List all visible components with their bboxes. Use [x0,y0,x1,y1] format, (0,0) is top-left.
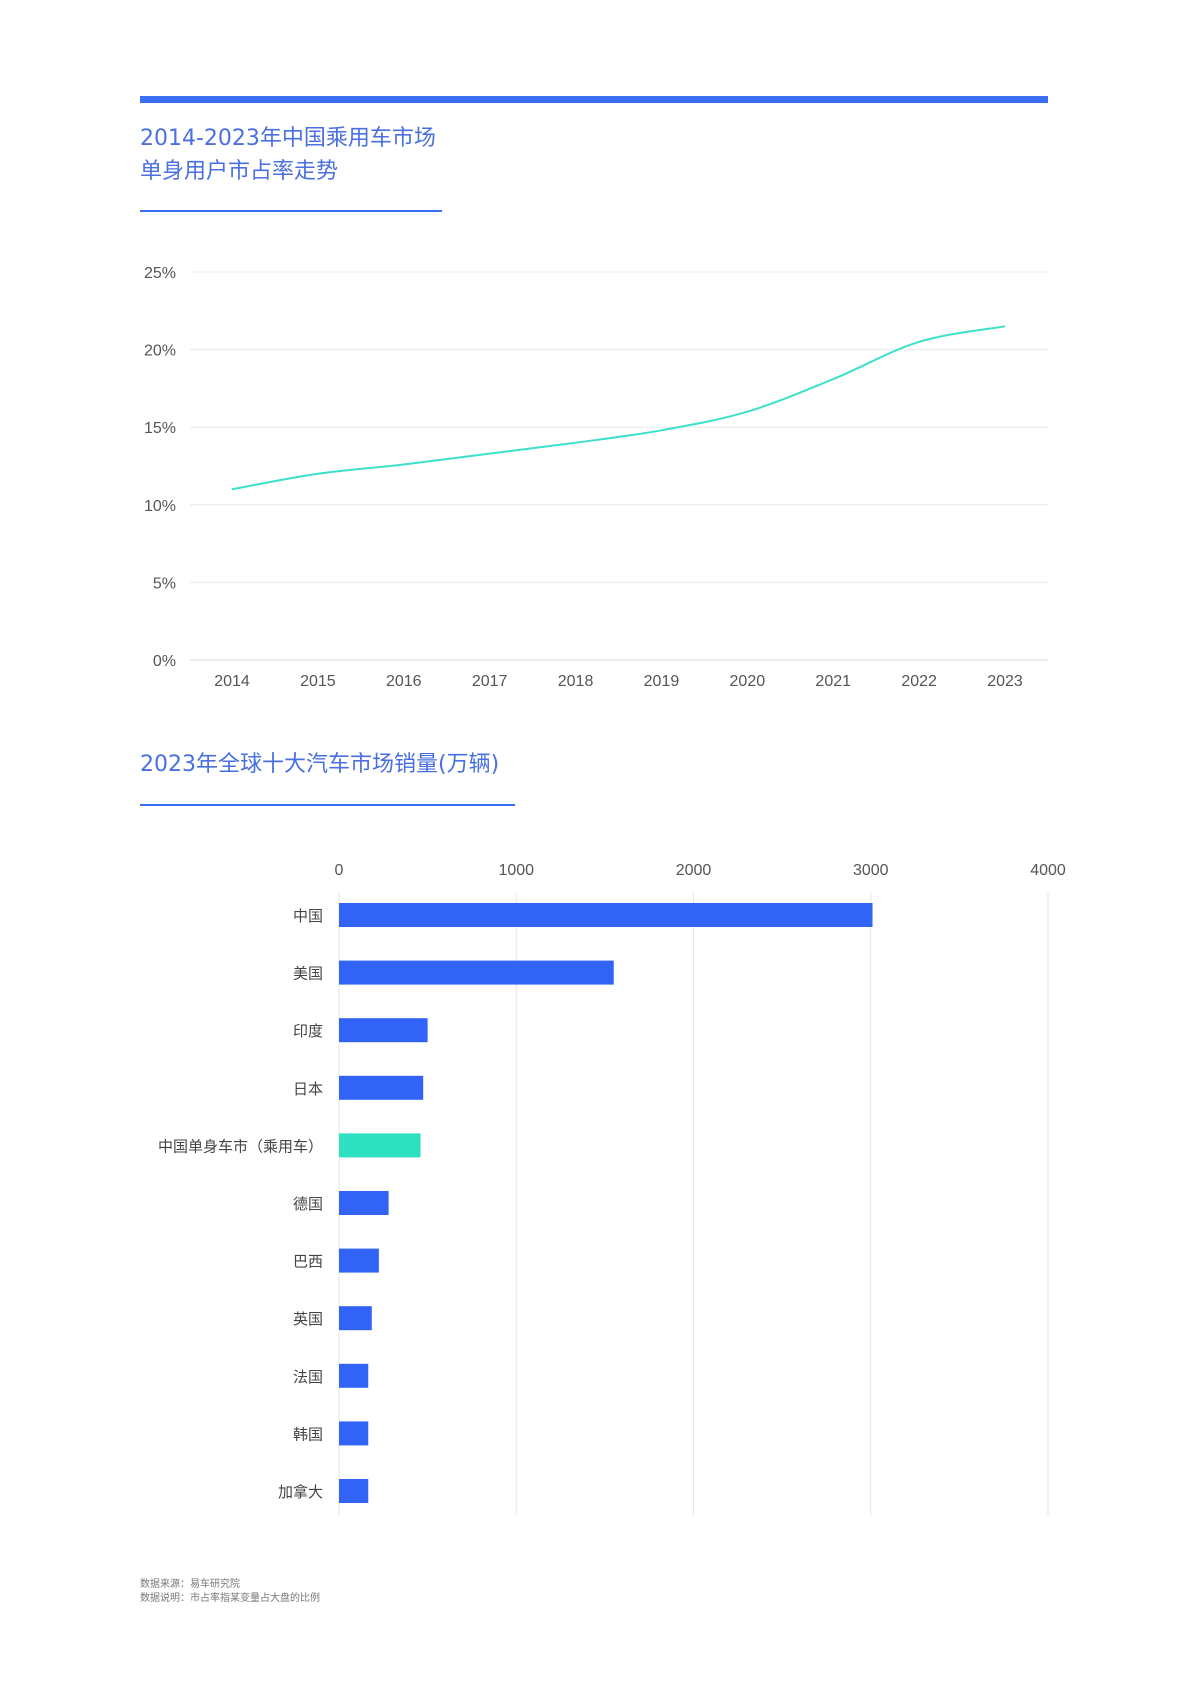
line-chart-x-tick: 2016 [386,673,422,690]
bar-chart-category-label: 加拿大 [278,1483,323,1501]
top-accent-bar [140,96,1048,103]
bar-chart-title-underline [140,804,515,806]
footer-note: 数据说明：市占率指某变量占大盘的比例 [140,1593,320,1604]
line-chart-x-tick: 2019 [644,673,680,690]
footer: 数据来源：易车研究院 数据说明：市占率指某变量占大盘的比例 [140,1578,320,1606]
bar-chart-x-tick: 2000 [676,862,712,879]
line-chart-y-tick: 20% [144,343,176,360]
bar-chart-bar [339,1306,372,1331]
line-chart-title-line1: 2014-2023年中国乘用车市场 [140,126,436,151]
bar-chart-category-label: 美国 [293,965,323,983]
bar-chart-x-tick: 0 [335,862,344,879]
bar-chart-category-label: 英国 [293,1310,323,1328]
line-chart-y-tick: 10% [144,498,176,515]
line-chart-y-tick: 5% [153,575,176,592]
bar-chart-bar [339,1075,424,1100]
bar-chart-category-label: 巴西 [293,1253,323,1271]
footer-source: 数据来源：易车研究院 [140,1579,240,1590]
bar-chart-bar [339,960,614,985]
line-chart-title-underline [140,210,442,212]
bar-chart-category-label: 中国单身车市（乘用车） [158,1137,323,1155]
bar-chart-bar [339,1363,369,1388]
bar-chart-bar [339,903,873,927]
line-chart-x-tick: 2020 [730,673,766,690]
bar-chart-title: 2023年全球十大汽车市场销量(万辆) [140,752,500,777]
line-chart-x-tick: 2023 [987,673,1023,690]
line-chart: 0% 5% 10% 15% 20% 25% 2014 2015 2016 2017 2018 2019… [144,265,1048,690]
bar-chart-bar [339,1248,379,1273]
bar-chart-bar [339,1191,389,1215]
line-chart-x-tick: 2017 [472,673,508,690]
bar-chart-category-label: 中国 [293,907,323,925]
bar-chart-category-label: 德国 [293,1195,323,1213]
bar-chart-category-label: 印度 [293,1022,323,1040]
bar-chart-bar [339,1421,369,1446]
bar-chart-category-label: 法国 [293,1368,323,1386]
line-chart-x-tick: 2014 [214,673,250,690]
bar-chart-x-tick: 1000 [498,862,534,879]
bar-chart-bar [339,1479,369,1503]
line-chart-y-tick: 15% [144,420,176,437]
line-chart-y-tick: 0% [153,653,176,670]
bar-chart-x-tick: 4000 [1030,862,1066,879]
line-chart-x-tick: 2022 [901,673,937,690]
line-chart-title-line2: 单身用户市占率走势 [140,159,339,184]
bar-chart-category-label: 日本 [293,1080,323,1098]
bar-chart-bar [339,1018,428,1043]
line-chart-y-tick: 25% [144,265,176,282]
line-chart-x-tick: 2018 [558,673,594,690]
line-chart-x-tick: 2015 [300,673,336,690]
bar-chart-bar [339,1133,421,1158]
line-chart-x-tick: 2021 [815,673,851,690]
bar-chart-x-tick: 3000 [853,862,889,879]
line-chart-series-line [231,325,1006,491]
bar-chart-category-label: 韩国 [293,1425,323,1443]
